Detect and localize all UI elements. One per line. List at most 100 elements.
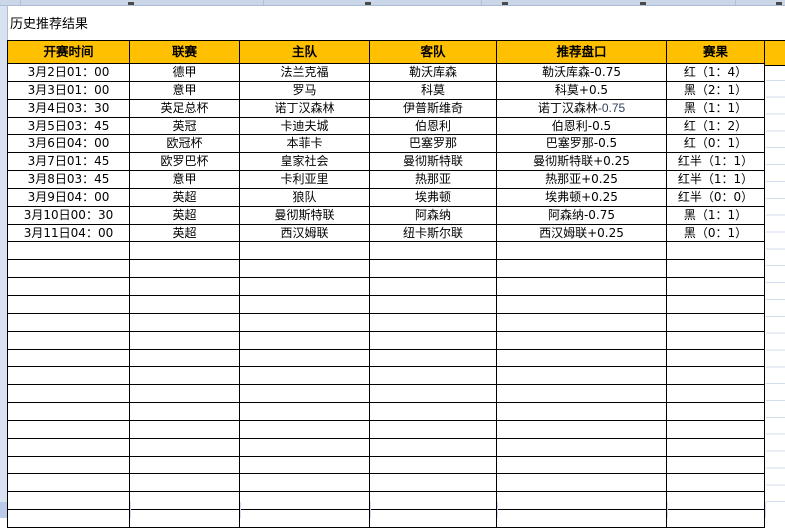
empty-cell[interactable] — [239, 437, 370, 457]
empty-cell[interactable] — [239, 259, 370, 279]
cell-league[interactable]: 英足总杯 — [129, 98, 240, 118]
cell-result[interactable]: 黑（1：1） — [666, 98, 765, 118]
cell-away-team[interactable]: 热那亚 — [369, 170, 497, 189]
cell-handicap[interactable]: 曼彻斯特联+0.25 — [496, 152, 667, 172]
empty-cell[interactable] — [369, 277, 497, 296]
cell-time[interactable]: 3月3日01：00 — [7, 80, 130, 100]
cell-result[interactable]: 黑（1：1） — [666, 205, 765, 225]
empty-cell[interactable] — [666, 402, 765, 421]
column-header[interactable]: 开赛时间 — [7, 40, 130, 64]
cell-league[interactable]: 英超 — [129, 223, 240, 243]
empty-cell[interactable] — [369, 241, 497, 261]
cell-league[interactable]: 欧罗巴杯 — [129, 152, 240, 172]
cell-result[interactable]: 红半（1：1） — [666, 152, 765, 172]
empty-cell[interactable] — [369, 312, 497, 332]
cell-league[interactable]: 英冠 — [129, 116, 240, 136]
cell-home-team[interactable]: 卡迪夫城 — [239, 116, 370, 136]
cell-league[interactable]: 英超 — [129, 187, 240, 207]
empty-cell[interactable] — [7, 277, 130, 296]
cell-result[interactable]: 黑（2：1） — [666, 80, 765, 100]
cell-handicap[interactable]: 西汉姆联+0.25 — [496, 223, 667, 243]
empty-cell[interactable] — [496, 473, 667, 493]
cell-handicap[interactable]: 埃弗顿+0.25 — [496, 187, 667, 207]
empty-cell[interactable] — [129, 259, 240, 279]
cell-home-team[interactable]: 法兰克福 — [239, 63, 370, 82]
empty-cell[interactable] — [666, 366, 765, 386]
cell-league[interactable]: 德甲 — [129, 63, 240, 82]
empty-cell[interactable] — [666, 455, 765, 475]
empty-cell[interactable] — [369, 366, 497, 386]
cell-result[interactable]: 红（1：2） — [666, 116, 765, 136]
empty-cell[interactable] — [496, 259, 667, 279]
column-header[interactable]: 联赛 — [129, 40, 240, 64]
page-title[interactable]: 历史推荐结果 — [10, 17, 89, 32]
cell-result[interactable]: 红（1：4） — [666, 63, 765, 82]
empty-cell[interactable] — [7, 294, 130, 314]
empty-cell[interactable] — [7, 509, 130, 528]
empty-cell[interactable] — [129, 491, 240, 511]
cell-home-team[interactable]: 曼彻斯特联 — [239, 205, 370, 225]
empty-cell[interactable] — [369, 437, 497, 457]
cell-home-team[interactable]: 西汉姆联 — [239, 223, 370, 243]
empty-cell[interactable] — [129, 437, 240, 457]
empty-cell[interactable] — [239, 509, 370, 528]
empty-cell[interactable] — [666, 419, 765, 439]
cell-handicap[interactable]: 诺丁汉森林-0.75 — [496, 98, 667, 118]
empty-cell[interactable] — [129, 312, 240, 332]
empty-cell[interactable] — [239, 330, 370, 350]
cell-home-team[interactable]: 诺丁汉森林 — [239, 98, 370, 118]
empty-cell[interactable] — [666, 509, 765, 528]
empty-cell[interactable] — [129, 366, 240, 386]
empty-cell[interactable] — [666, 348, 765, 368]
cell-handicap[interactable]: 热那亚+0.25 — [496, 170, 667, 189]
empty-cell[interactable] — [369, 294, 497, 314]
empty-cell[interactable] — [129, 419, 240, 439]
empty-cell[interactable] — [666, 473, 765, 493]
cell-league[interactable]: 英超 — [129, 205, 240, 225]
empty-cell[interactable] — [666, 384, 765, 404]
empty-cell[interactable] — [666, 491, 765, 511]
empty-cell[interactable] — [7, 384, 130, 404]
cell-time[interactable]: 3月7日01：45 — [7, 152, 130, 172]
cell-league[interactable]: 欧冠杯 — [129, 134, 240, 154]
empty-cell[interactable] — [666, 330, 765, 350]
column-header[interactable]: 推荐盘口 — [496, 40, 667, 64]
cell-time[interactable]: 3月5日03：45 — [7, 116, 130, 136]
empty-cell[interactable] — [369, 455, 497, 475]
empty-cell[interactable] — [666, 437, 765, 457]
empty-cell[interactable] — [7, 419, 130, 439]
cell-result[interactable]: 红（0：1） — [666, 134, 765, 154]
cell-result[interactable]: 黑（0：1） — [666, 223, 765, 243]
empty-cell[interactable] — [129, 294, 240, 314]
column-header[interactable]: 主队 — [239, 40, 370, 64]
empty-cell[interactable] — [369, 419, 497, 439]
empty-cell[interactable] — [369, 509, 497, 528]
cell-result[interactable]: 红半（0：0） — [666, 187, 765, 207]
empty-cell[interactable] — [239, 402, 370, 421]
empty-cell[interactable] — [7, 259, 130, 279]
empty-cell[interactable] — [129, 402, 240, 421]
empty-cell[interactable] — [666, 241, 765, 261]
empty-cell[interactable] — [129, 241, 240, 261]
column-header[interactable]: 客队 — [369, 40, 497, 64]
empty-cell[interactable] — [7, 437, 130, 457]
empty-cell[interactable] — [239, 277, 370, 296]
cell-time[interactable]: 3月6日04：00 — [7, 134, 130, 154]
cell-handicap[interactable]: 巴塞罗那-0.5 — [496, 134, 667, 154]
empty-cell[interactable] — [496, 437, 667, 457]
empty-cell[interactable] — [129, 348, 240, 368]
cell-away-team[interactable]: 纽卡斯尔联 — [369, 223, 497, 243]
header-extension-cell[interactable] — [765, 40, 785, 66]
cell-home-team[interactable]: 狼队 — [239, 187, 370, 207]
empty-cell[interactable] — [369, 384, 497, 404]
cell-home-team[interactable]: 本菲卡 — [239, 134, 370, 154]
empty-cell[interactable] — [7, 348, 130, 368]
cell-handicap[interactable]: 勒沃库森-0.75 — [496, 63, 667, 82]
empty-cell[interactable] — [369, 473, 497, 493]
empty-cell[interactable] — [129, 509, 240, 528]
empty-cell[interactable] — [7, 455, 130, 475]
empty-cell[interactable] — [129, 384, 240, 404]
cell-league[interactable]: 意甲 — [129, 170, 240, 189]
cell-time[interactable]: 3月8日03：45 — [7, 170, 130, 189]
empty-cell[interactable] — [496, 241, 667, 261]
